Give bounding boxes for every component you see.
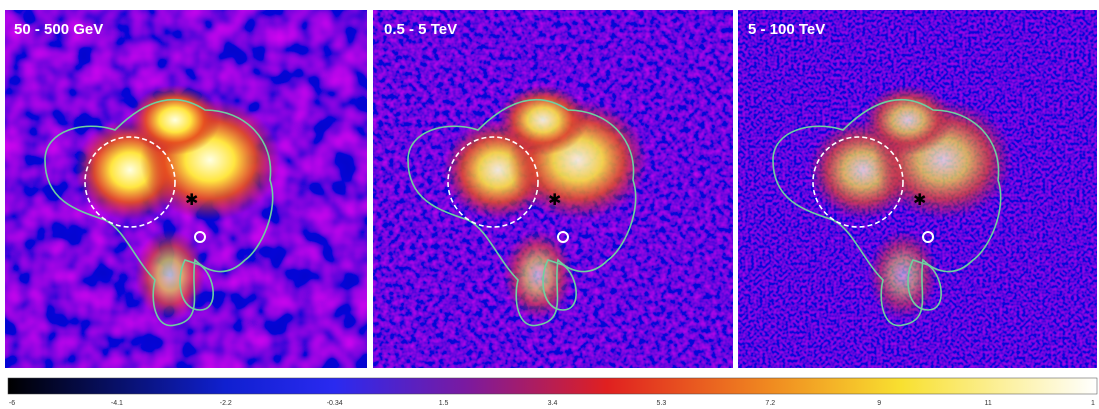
- colorbar-tick-label: -4.1: [111, 400, 123, 407]
- colorbar-tick-label: 3.4: [548, 400, 558, 407]
- colorbar-tick-label: 1.5: [439, 400, 449, 407]
- colorbar-tick-label: 1: [1091, 400, 1095, 407]
- colorbar-tick-label: 7.2: [765, 400, 775, 407]
- panel: 0.5 - 5 TeV: [373, 10, 733, 368]
- colorbar-tick-label: -6: [9, 400, 15, 407]
- colorbar-tick-label: -2.2: [220, 400, 232, 407]
- colorbar-tick-label: 11: [984, 400, 991, 407]
- panel: 5 - 100 TeV: [738, 10, 1097, 368]
- colorbar-tick-label: -0.34: [327, 400, 343, 407]
- colorbar-tick-label: 5.3: [657, 400, 667, 407]
- panel-label: 0.5 - 5 TeV: [384, 21, 457, 38]
- panel: 50 - 500 GeV: [5, 10, 367, 368]
- colorbar-tick-label: 9: [877, 400, 881, 407]
- panel-label: 5 - 100 TeV: [748, 21, 825, 38]
- panel-label: 50 - 500 GeV: [14, 21, 103, 38]
- colorbar-ticks: -6 -4.1 -2.2 -0.34 1.5 3.4 5.3 7.2 9 11 1: [9, 400, 1095, 407]
- colorbar: [7, 377, 1098, 395]
